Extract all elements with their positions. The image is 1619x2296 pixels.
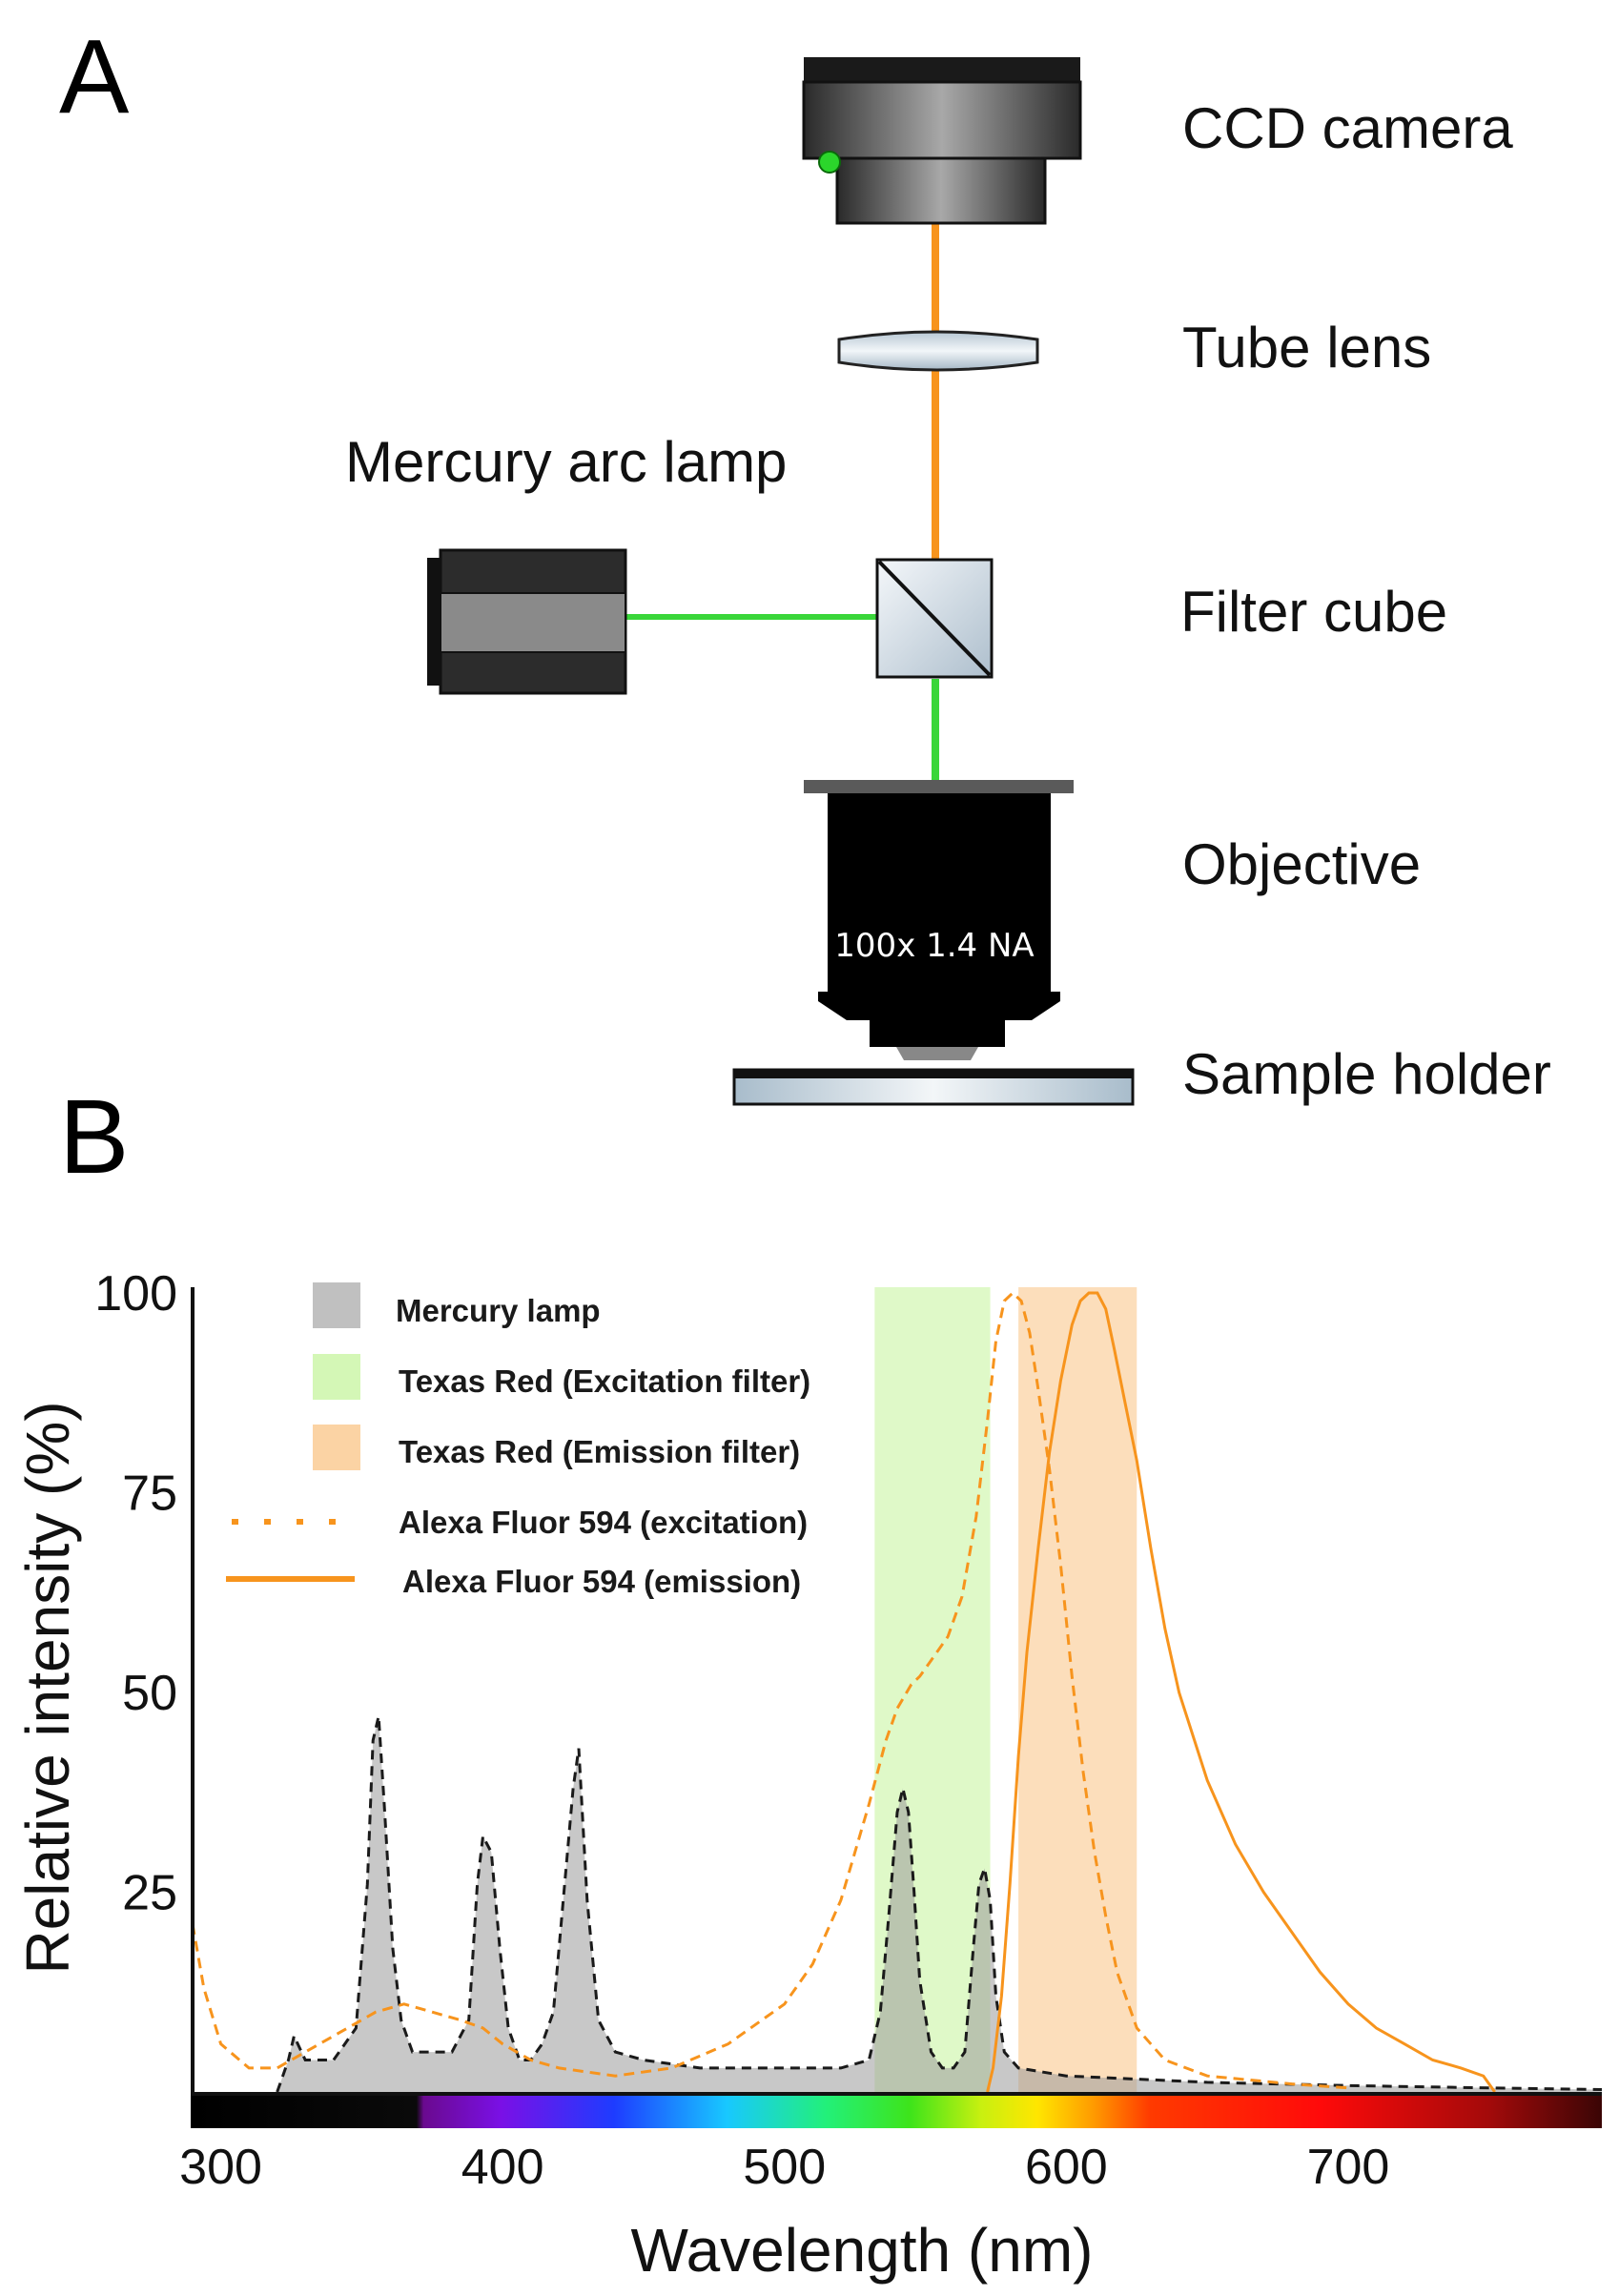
y-axis-title: Relative intensity (%) [13,1401,82,1974]
legend-label-alexa-emission: Alexa Fluor 594 (emission) [402,1564,801,1599]
mercury-lamp-label: Mercury arc lamp [345,430,787,494]
panel-b: B 300 400 500 600 700 25 50 75 100 Wavelength (n… [13,1078,1603,2285]
panel-a: A CCD camera Tube lens Mercury arc lamp [59,18,1551,1106]
tube-lens-label: Tube lens [1182,316,1431,379]
axis-ticks: 300 400 500 600 700 25 50 75 100 [94,1266,1389,2195]
sample-holder-label: Sample holder [1182,1042,1551,1106]
alexa-excitation-line [191,1290,1349,2090]
x-tick-label: 500 [743,2140,826,2195]
x-tick-label: 700 [1307,2140,1390,2195]
x-tick-label: 400 [461,2140,544,2195]
mercury-lamp-area [277,1716,1603,2092]
x-axis-title: Wavelength (nm) [631,2216,1094,2285]
y-tick-label: 50 [122,1666,177,1721]
chart-plot-area [191,1287,1603,2093]
filter-cube-icon [875,558,994,679]
alexa-emission-line [986,1291,1496,2093]
mercury-lamp-icon [427,548,627,695]
y-tick-label: 100 [94,1266,177,1322]
legend-label-emission-filter: Texas Red (Emission filter) [399,1434,800,1469]
x-tick-label: 300 [179,2140,262,2195]
legend-label-mercury-lamp: Mercury lamp [396,1293,601,1328]
tube-lens-icon [837,330,1039,372]
filter-cube-label: Filter cube [1180,580,1447,644]
x-tick-label: 600 [1025,2140,1108,2195]
legend-swatch-excitation-filter [313,1354,360,1400]
panel-a-letter: A [59,18,130,135]
objective-spec-text: 100x 1.4 NA [834,927,1034,965]
legend-swatch-mercury-lamp [313,1282,360,1328]
legend-swatch-emission-filter [313,1425,360,1470]
ccd-camera-label: CCD camera [1182,96,1513,160]
objective-label: Objective [1182,832,1421,896]
emission-filter-band [1018,1287,1137,2092]
sample-holder-icon [732,1068,1135,1106]
y-tick-label: 75 [122,1466,177,1522]
mercury-lamp-outline [276,1715,1603,2093]
ccd-camera-icon [802,57,1082,225]
legend-label-excitation-filter: Texas Red (Excitation filter) [399,1363,810,1399]
panel-b-letter: B [59,1078,129,1196]
chart-legend: Mercury lamp Texas Red (Excitation filte… [226,1282,810,1599]
objective-icon [804,780,1074,1060]
y-tick-label: 25 [122,1866,177,1921]
wavelength-spectrum-bar [191,2096,1602,2128]
legend-label-alexa-excitation: Alexa Fluor 594 (excitation) [399,1505,808,1540]
